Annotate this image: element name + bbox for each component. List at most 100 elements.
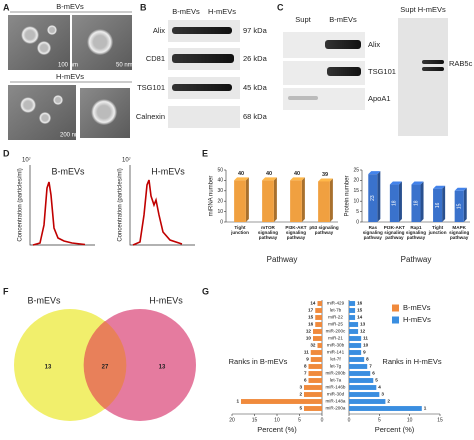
x-tick-label: 15 (252, 417, 258, 423)
column-label: Supt (295, 15, 311, 24)
rank-label: 6 (372, 371, 375, 376)
bar-side (463, 187, 467, 222)
panel-label: C (277, 2, 284, 12)
value-label: 16 (435, 202, 441, 208)
bar-side (442, 185, 446, 222)
bar (349, 392, 380, 397)
x-tick-label: 5 (298, 417, 301, 423)
rank-label: 15 (357, 308, 363, 313)
value-label: 15 (457, 203, 463, 209)
y-tick-label: 0 (220, 219, 223, 225)
rank-label: 10 (363, 343, 369, 348)
y-axis-label: Concentration (particles/ml) (18, 168, 24, 241)
category-label: miR-22 (328, 315, 343, 320)
rank-label: 5 (299, 406, 302, 411)
rank-label: 8 (304, 364, 307, 369)
x-tick-label: PI3K-AKT signaling pathway (383, 225, 405, 240)
y-tick-label: 25 (353, 167, 359, 173)
bar (317, 301, 322, 306)
vesicle (37, 41, 51, 55)
x-tick-label: p53 signaling pathway (309, 225, 339, 235)
bar (313, 336, 322, 341)
category-label: miR-200c (326, 329, 346, 334)
row-label: Alix (368, 40, 380, 49)
blot-band (327, 67, 361, 76)
bar (349, 308, 356, 313)
set-label: B-mEVs (27, 295, 61, 305)
scale-label: 200 nm (60, 133, 80, 139)
value-label: 40 (266, 171, 272, 177)
bar-side (245, 177, 249, 222)
bar (349, 343, 362, 348)
bar (349, 406, 422, 411)
y-tick-label: 30 (217, 188, 223, 194)
bar-top (368, 171, 381, 175)
bar (313, 329, 322, 334)
rank-label: 6 (304, 378, 307, 383)
blot-band (172, 54, 234, 63)
blot-band (422, 67, 444, 71)
category-label: miR-30b (327, 343, 345, 348)
row-label: ApoA1 (368, 94, 391, 103)
column-label: Supt H-mEVs (400, 5, 446, 14)
panel-label: A (3, 2, 10, 12)
rank-label: 7 (304, 371, 307, 376)
x-tick-label: mTOR signaling pathway (257, 225, 279, 240)
legend-swatch (392, 316, 399, 324)
x-tick-label: 15 (437, 417, 443, 423)
bar-side (420, 181, 424, 222)
blot-band (172, 84, 232, 91)
row-size: 68 kDa (243, 112, 268, 121)
category-label: miR-200b (326, 371, 346, 376)
bar (411, 184, 421, 222)
bar (315, 322, 322, 327)
rank-label: 15 (308, 315, 314, 320)
bar (349, 315, 356, 320)
rank-label: 32 (310, 343, 316, 348)
set-count: 13 (159, 365, 166, 371)
rank-label: 4 (378, 385, 381, 390)
y-axis-label: Protein number (345, 175, 351, 216)
side-label: Ranks in B-mEVs (229, 357, 288, 366)
bar (308, 378, 322, 383)
rank-label: 10 (306, 336, 312, 341)
bar (262, 180, 274, 222)
x-tick-label: Tight junction (428, 225, 447, 235)
value-label: 39 (322, 172, 328, 178)
bar (349, 350, 362, 355)
rank-label: 5 (375, 378, 378, 383)
bar (310, 350, 322, 355)
bar (389, 184, 399, 222)
bar (433, 188, 443, 222)
x-tick-label: 5 (378, 417, 381, 423)
x-tick-label: Ras signaling pathway (362, 225, 383, 240)
x-axis-label: Percent (%) (257, 425, 297, 434)
bar (234, 180, 246, 222)
panel-label: B (140, 2, 147, 12)
bar (241, 399, 322, 404)
vesicle (39, 112, 51, 124)
y-tick-label: 5 (356, 209, 359, 215)
axis (129, 165, 195, 246)
x-axis-label: Pathway (401, 255, 432, 264)
y-tick-label: 20 (217, 199, 223, 205)
bar-top (318, 178, 333, 182)
panel-label: F (3, 286, 9, 296)
bar (454, 190, 464, 222)
panel-label: E (202, 148, 208, 158)
set-label: H-mEVs (149, 295, 183, 305)
value-label: 18 (413, 200, 419, 206)
y-axis-label: miRNA number (209, 176, 215, 217)
category-label: let-7b (330, 308, 342, 313)
set-count: 27 (102, 365, 109, 371)
legend-swatch (392, 304, 399, 312)
row-label: RAB5c (449, 59, 473, 68)
blot-strip (168, 106, 240, 128)
rank-label: 14 (357, 315, 363, 320)
rank-label: 2 (299, 392, 302, 397)
bar (310, 357, 322, 362)
value-label: 40 (238, 171, 244, 177)
category-label: miR-429 (327, 301, 345, 306)
exponent: 10⁷ (122, 157, 131, 164)
